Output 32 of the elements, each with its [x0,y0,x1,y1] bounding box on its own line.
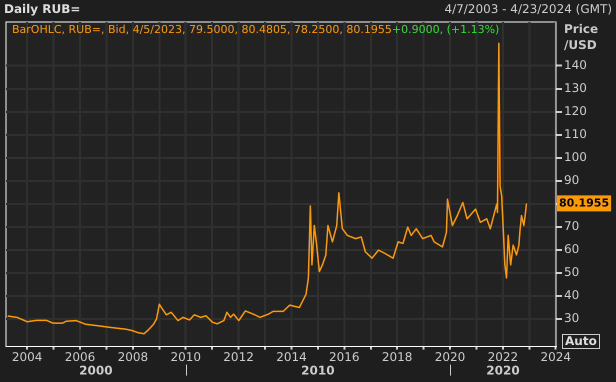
x-tick-label: 2008 [118,350,148,364]
annotation: BarOHLC, RUB=, Bid, 4/5/2023, 79.5000, 80.4805, 78.2500, 80.1955 [12,22,392,36]
x-tick-label: 2024 [540,350,571,364]
x-tick-label: 2022 [488,350,518,364]
x-tick-label: 2018 [382,350,412,364]
y-tick-label: 60 [564,242,580,256]
text: 2010 [301,364,335,378]
y-tick-label: 40 [564,288,580,302]
text: 2000 [79,364,113,378]
text: 80.1955 [559,196,610,210]
auto-button: Auto [562,334,600,349]
y-tick-label: 110 [564,126,587,141]
y-tick-label: 70 [564,219,580,234]
y-tick-label: 50 [564,265,580,280]
x-tick-label: 2014 [276,350,307,364]
y-axis-title: Price /USD [564,22,598,52]
y-tick-label: 130 [564,80,587,95]
y-tick-label: 90 [564,172,580,187]
x-tick-label: 2016 [329,350,360,364]
annotation: +0.9000, (+1.13%) [392,22,500,36]
y-tick-label: 30 [564,311,580,326]
x-tick-label: 2020 [434,350,466,364]
x-tick-label: 2006 [64,350,96,364]
chart-title: Daily RUB= [4,2,80,16]
text: 2020 [486,364,520,378]
x-tick-label: 2010 [170,350,202,364]
y-tick-label: 140 [564,58,587,72]
chart-subtitle: 4/7/2003 - 4/23/2024 (GMT) [444,2,612,16]
x-tick-label: 2012 [223,350,254,364]
y-tick-label: 120 [564,104,587,118]
x-tick-label: 2004 [12,350,42,364]
y-tick-label: 100 [564,150,587,164]
